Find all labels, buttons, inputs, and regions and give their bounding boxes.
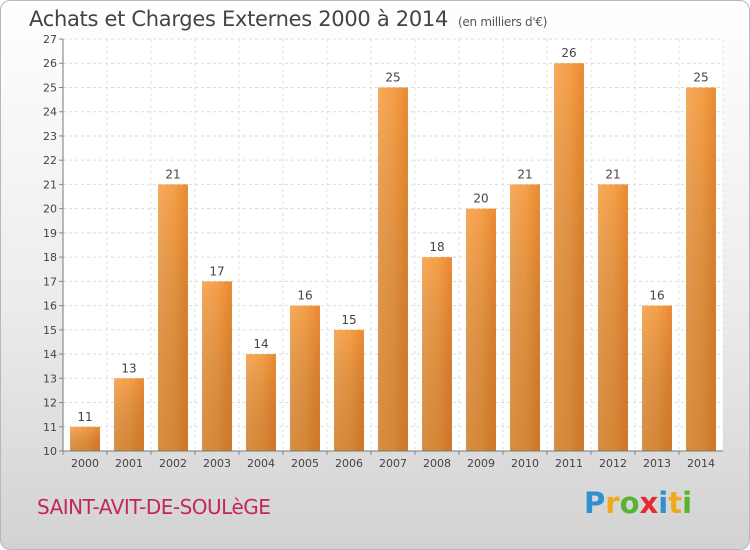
- x-tick-label: 2013: [643, 457, 671, 470]
- value-label: 16: [297, 289, 312, 303]
- y-tick-label: 15: [43, 324, 57, 337]
- commune-name: SAINT-AVIT-DE-SOULèGE: [37, 495, 271, 519]
- value-label: 17: [209, 264, 224, 278]
- x-tick-label: 2003: [203, 457, 231, 470]
- value-label: 13: [121, 361, 136, 375]
- y-tick-label: 14: [43, 348, 57, 361]
- y-tick-label: 19: [43, 227, 57, 240]
- value-label: 21: [165, 167, 180, 181]
- value-label: 14: [253, 337, 268, 351]
- x-tick-label: 2012: [599, 457, 627, 470]
- logo-letter: P: [584, 486, 606, 520]
- logo-letter: o: [619, 486, 640, 520]
- logo-letter: x: [639, 486, 659, 520]
- axes: 10 11 12 13 14 15 16 17 18 19 20 21 22 23 24 25 26 27 2000…: [43, 33, 723, 470]
- x-tick-label: 2011: [555, 457, 583, 470]
- y-tick-label: 21: [43, 178, 57, 191]
- x-tick-label: 2010: [511, 457, 539, 470]
- bar-shade: [598, 184, 628, 452]
- y-tick-label: 23: [43, 130, 57, 143]
- bar-shade: [554, 63, 584, 452]
- value-label: 18: [429, 240, 444, 254]
- bar-shade: [422, 257, 452, 451]
- bars: 11 13 21 17 14 16 15 25 18 20 21 26 21 16 25: [70, 46, 716, 452]
- value-label: 21: [517, 167, 532, 181]
- x-tick-label: 2006: [335, 457, 363, 470]
- y-tick-label: 17: [43, 275, 57, 288]
- x-tick-label: 2009: [467, 457, 495, 470]
- bar-shade: [114, 378, 144, 451]
- bar-shade: [290, 305, 320, 451]
- bar-shade: [70, 426, 100, 451]
- x-tick-label: 2008: [423, 457, 451, 470]
- value-label: 20: [473, 192, 488, 206]
- y-tick-label: 11: [43, 421, 57, 434]
- y-tick-label: 10: [43, 445, 57, 458]
- x-tick-label: 2005: [291, 457, 319, 470]
- y-tick-label: 16: [43, 300, 57, 313]
- x-tick-label: 2002: [159, 457, 187, 470]
- bar-shade: [378, 87, 408, 452]
- value-label: 26: [561, 46, 576, 60]
- bar-shade: [158, 184, 188, 452]
- proxiti-logo: Proxiti: [584, 486, 692, 520]
- chart-subtitle: (en milliers d'€): [458, 15, 548, 29]
- bar-shade: [510, 184, 540, 452]
- y-tick-label: 22: [43, 154, 57, 167]
- logo-letter: r: [605, 486, 620, 520]
- bar-shade: [642, 305, 672, 451]
- logo-letter: t: [668, 486, 683, 520]
- y-tick-label: 18: [43, 251, 57, 264]
- y-tick-label: 27: [43, 33, 57, 46]
- y-tick-label: 24: [43, 106, 57, 119]
- x-tick-label: 2004: [247, 457, 275, 470]
- bar-shade: [334, 329, 364, 451]
- x-tick-label: 2007: [379, 457, 407, 470]
- title-text: Achats et Charges Externes 2000 à 2014: [29, 7, 449, 31]
- x-tick-label: 2000: [71, 457, 99, 470]
- bar-shade: [686, 87, 716, 452]
- y-tick-label: 20: [43, 203, 57, 216]
- value-label: 16: [649, 289, 664, 303]
- y-tick-label: 25: [43, 81, 57, 94]
- value-label: 25: [385, 70, 400, 84]
- value-label: 15: [341, 313, 356, 327]
- y-tick-label: 26: [43, 57, 57, 70]
- logo-letter: i: [682, 486, 693, 520]
- bar-shade: [202, 281, 232, 451]
- y-tick-label: 12: [43, 397, 57, 410]
- chart-title: Achats et Charges Externes 2000 à 2014 (e…: [29, 7, 547, 31]
- value-label: 25: [693, 70, 708, 84]
- y-tick-label: 13: [43, 372, 57, 385]
- x-tick-label: 2014: [687, 457, 715, 470]
- x-tick-label: 2001: [115, 457, 143, 470]
- logo-letter: i: [658, 486, 669, 520]
- value-label: 11: [77, 410, 92, 424]
- bar-shade: [466, 208, 496, 451]
- bar-shade: [246, 354, 276, 451]
- value-label: 21: [605, 167, 620, 181]
